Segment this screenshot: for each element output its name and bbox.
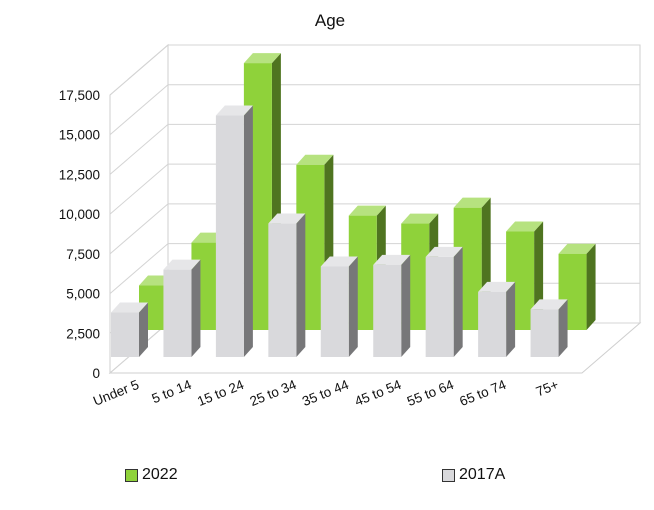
chart-title: Age: [315, 11, 345, 30]
legend-item-2022: 2022: [125, 466, 178, 484]
bar-2022-75: [558, 243, 596, 330]
bar-2017a-15-to-24: [215, 105, 253, 357]
y-tick-label: 0: [92, 366, 100, 381]
x-tick-label-45-to-54: 45 to 54: [352, 377, 403, 409]
bar-2017a-65-to-74: [478, 281, 516, 357]
bar-top: [530, 299, 568, 310]
gridline: [109, 44, 640, 96]
y-tick-label: 12,500: [59, 167, 100, 182]
x-tick-label-5-to-14: 5 to 14: [150, 377, 194, 407]
x-tick-label-55-to-64: 55 to 64: [405, 377, 456, 409]
bar-top: [243, 53, 281, 64]
bar-front: [425, 256, 454, 357]
bar-top: [373, 254, 411, 265]
y-tick-label: 2,500: [66, 326, 100, 341]
x-tick-label-under-5: Under 5: [91, 377, 141, 409]
y-axis: 0 2,500 5,000 7,500 10,000 12,500 15,000 17,500: [59, 88, 100, 381]
y-tick-label: 5,000: [66, 287, 100, 302]
y-tick-label: 7,500: [66, 247, 100, 262]
bar-side: [348, 256, 358, 357]
bar-top: [348, 205, 386, 216]
legend-item-2017a: 2017A: [442, 466, 505, 484]
bar-top: [296, 154, 334, 165]
y-tick-label: 17,500: [59, 88, 100, 103]
bar-front: [320, 266, 349, 357]
bar-2017a-35-to-44: [320, 256, 358, 357]
bar-2017a-under-5: [111, 302, 148, 357]
bar-2017a-45-to-54: [373, 254, 411, 357]
x-axis: Under 5 5 to 14 15 to 24 25 to 34 35 to 44 45…: [91, 377, 561, 409]
y-tick-label: 15,000: [59, 128, 100, 143]
bar-front: [111, 312, 139, 357]
bar-side: [586, 243, 596, 330]
x-tick-label-15-to-24: 15 to 24: [195, 377, 246, 409]
bar-top: [478, 281, 516, 292]
legend-label-2017a: 2017A: [459, 466, 506, 483]
bar-front: [478, 291, 507, 357]
bar-2017a-55-to-64: [425, 246, 463, 357]
bar-top: [215, 105, 253, 116]
bar-side: [191, 259, 201, 357]
bar-front: [530, 309, 559, 357]
bar-front: [268, 223, 297, 357]
x-tick-label-25-to-34: 25 to 34: [248, 377, 299, 409]
legend-swatch-2022: [125, 468, 138, 482]
x-tick-label-75: 75+: [534, 377, 561, 400]
gridline: [109, 163, 640, 215]
bar-top: [558, 243, 596, 254]
bar-side: [243, 105, 253, 357]
legend-label-2022: 2022: [142, 466, 178, 483]
y-tick-label: 10,000: [59, 207, 100, 222]
bar-top: [320, 256, 358, 267]
gridline: [109, 84, 640, 136]
bar-top: [425, 246, 463, 257]
bars: [111, 53, 596, 357]
bar-top: [401, 213, 439, 224]
x-tick-label-65-to-74: 65 to 74: [457, 377, 508, 409]
bar-side: [139, 302, 148, 357]
bar-top: [506, 221, 544, 232]
bar-2017a-5-to-14: [163, 259, 201, 357]
bar-top: [453, 197, 491, 208]
bar-side: [453, 246, 463, 357]
legend-swatch-2017a: [442, 468, 455, 482]
bar-front: [163, 269, 192, 357]
x-tick-label-35-to-44: 35 to 44: [300, 377, 351, 409]
bar-top: [111, 302, 148, 313]
bar-top: [268, 213, 306, 224]
bar-front: [373, 264, 402, 357]
gridline: [109, 123, 640, 175]
bar-side: [506, 281, 516, 357]
bar-side: [296, 213, 306, 357]
bar-side: [558, 299, 568, 357]
bar-2017a-25-to-34: [268, 213, 306, 357]
bar-front: [215, 115, 244, 357]
bar-2017a-75: [530, 299, 568, 357]
bar-top: [163, 259, 201, 270]
bar-side: [401, 254, 411, 357]
